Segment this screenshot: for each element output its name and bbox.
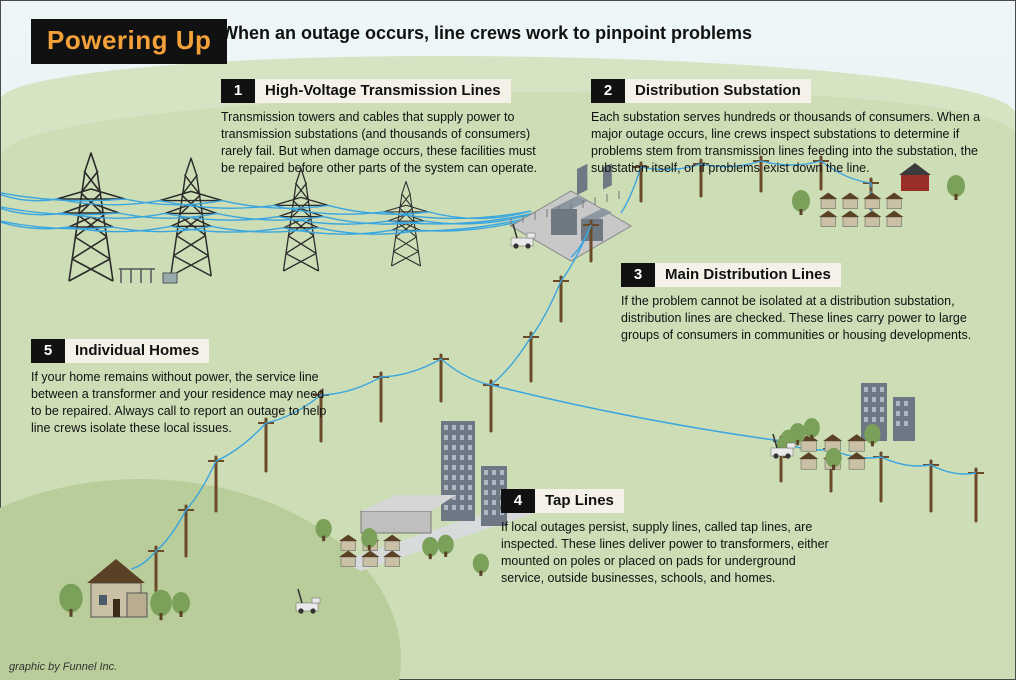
callout-4: 4 Tap Lines If local outages persist, su… (501, 489, 831, 587)
callout-1: 1 High-Voltage Transmission Lines Transm… (221, 79, 551, 177)
callout-5-title: Individual Homes (65, 339, 209, 363)
callout-4-title: Tap Lines (535, 489, 624, 513)
title-text: Powering Up (47, 25, 211, 55)
callout-1-number: 1 (221, 79, 255, 103)
callout-5-number: 5 (31, 339, 65, 363)
callout-5: 5 Individual Homes If your home remains … (31, 339, 331, 437)
callout-3-number: 3 (621, 263, 655, 287)
callout-4-number: 4 (501, 489, 535, 513)
callout-3-title: Main Distribution Lines (655, 263, 841, 287)
callout-3: 3 Main Distribution Lines If the problem… (621, 263, 981, 344)
credit-text: graphic by Funnel Inc. (9, 661, 117, 673)
callout-3-body: If the problem cannot be isolated at a d… (621, 293, 981, 344)
callout-2-number: 2 (591, 79, 625, 103)
callout-1-body: Transmission towers and cables that supp… (221, 109, 551, 177)
callout-1-title: High-Voltage Transmission Lines (255, 79, 511, 103)
callout-5-body: If your home remains without power, the … (31, 369, 331, 437)
callout-2: 2 Distribution Substation Each substatio… (591, 79, 991, 177)
callout-4-body: If local outages persist, supply lines, … (501, 519, 831, 587)
callout-2-body: Each substation serves hundreds or thous… (591, 109, 991, 177)
title-banner: Powering Up (31, 19, 227, 64)
subtitle-text: When an outage occurs, line crews work t… (221, 23, 752, 44)
callout-2-title: Distribution Substation (625, 79, 811, 103)
